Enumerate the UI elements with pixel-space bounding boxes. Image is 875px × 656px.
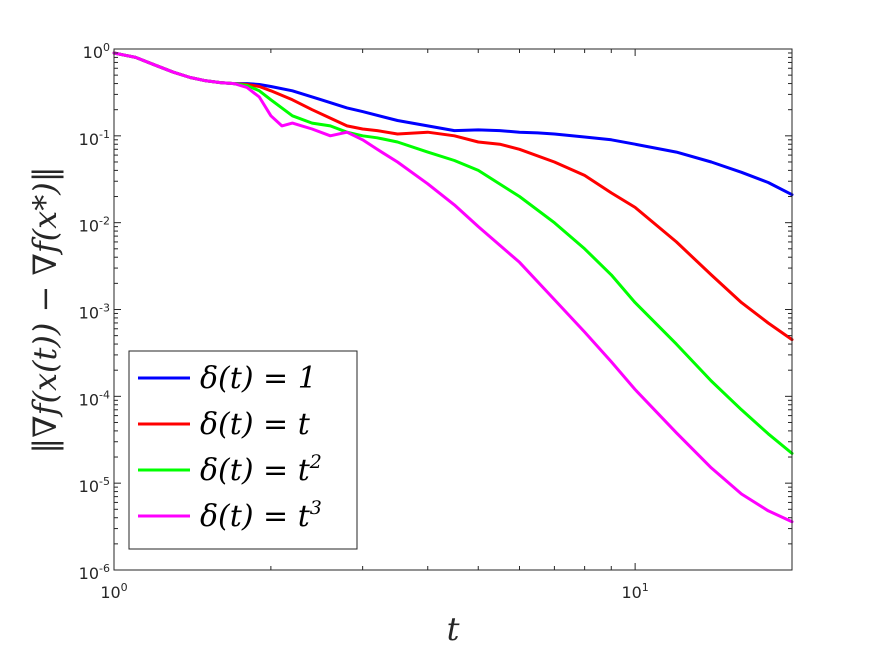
legend-label-4: δ(t) = t3 [200,497,322,534]
y-tick-label: 10-2 [79,215,110,236]
y-tick-label: 10-4 [79,388,110,409]
legend-label-2: δ(t) = t [200,407,311,442]
series-line-4 [112,51,794,524]
legend-label-1: δ(t) = 1 [200,361,317,396]
x-tick-label: 100 [100,581,127,602]
y-tick-label: 10-3 [79,302,110,323]
x-axis-label: t [447,610,460,648]
y-tick-label: 10-1 [79,128,110,149]
legend: δ(t) = 1 δ(t) = t δ(t) = t2 δ(t) = t3 [128,350,358,550]
y-tick-label: 10-6 [79,562,110,583]
x-tick-label: 101 [621,581,648,602]
y-tick-label: 10-5 [79,475,110,496]
y-axis-label: ‖∇f(x(t)) − ∇f(x*)‖ [26,166,64,453]
series-layer [112,51,794,524]
y-tick-label: 100 [83,41,110,62]
legend-label-3: δ(t) = t2 [200,451,322,488]
